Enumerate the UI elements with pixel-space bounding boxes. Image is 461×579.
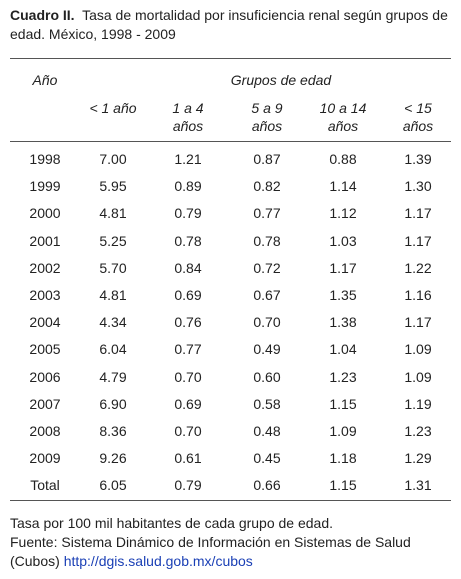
cell: 1.15 (329, 395, 357, 412)
row-label: 2009 (29, 450, 61, 467)
column-header: 1 a 4 años (172, 100, 204, 134)
cell: 0.76 (174, 314, 202, 331)
cell: 0.49 (253, 341, 281, 358)
cell: 1.03 (329, 232, 357, 249)
cell: 1.19 (404, 395, 432, 412)
cell: 0.70 (174, 423, 202, 439)
footnote: Tasa por 100 mil habitantes de cada grup… (10, 515, 334, 531)
row-label: 2006 (29, 368, 61, 385)
cell: 1.21 (174, 151, 202, 167)
cell: 0.72 (253, 259, 281, 276)
cell: 0.78 (253, 232, 281, 249)
column-header: < 1 año (89, 100, 137, 116)
cell: 1.09 (404, 368, 432, 385)
row-label: 2000 (29, 205, 61, 222)
cell: 1.22 (404, 259, 432, 276)
row-label: 1999 (29, 178, 61, 195)
cell: 1.17 (404, 205, 432, 222)
cell: 0.58 (253, 395, 281, 412)
cell: 1.38 (329, 314, 357, 331)
cell: 6.05 (99, 477, 127, 494)
cell: 5.25 (99, 232, 127, 249)
row-label: 2005 (29, 341, 61, 358)
cell: 0.77 (174, 341, 202, 358)
table-title: Tasa de mortalidad por insuficiencia ren… (10, 7, 448, 42)
column-header: 10 a 14 años (319, 100, 367, 134)
source-link[interactable]: http://dgis.salud.gob.mx/cubos (63, 553, 253, 569)
cell: 1.17 (404, 314, 432, 331)
cell: 1.15 (329, 477, 357, 494)
cell: 0.82 (253, 178, 281, 195)
column-header: 5 a 9 años (251, 100, 283, 134)
cell: 4.81 (99, 287, 127, 303)
cell: 0.67 (253, 287, 281, 303)
cell: 1.23 (329, 368, 357, 385)
title-block: Cuadro II. Tasa de mortalidad por insufi… (10, 6, 450, 44)
row-label: 2002 (29, 259, 61, 276)
cell: 0.70 (253, 314, 281, 331)
cell: 5.70 (99, 259, 127, 276)
cell: 0.89 (174, 178, 202, 195)
cell: 0.45 (253, 450, 281, 467)
cell: 1.09 (329, 423, 357, 439)
row-label: 1998 (29, 151, 61, 167)
cell: 0.79 (174, 477, 202, 494)
cell: 0.79 (174, 205, 202, 222)
rule (10, 141, 451, 142)
cell: 1.09 (404, 341, 432, 358)
row-label: 2008 (29, 423, 61, 439)
cell: 1.18 (329, 450, 357, 467)
cell: 6.04 (99, 341, 127, 358)
cell: 1.12 (329, 205, 357, 222)
cell: 0.70 (174, 368, 202, 385)
cell: 4.79 (99, 368, 127, 385)
cell: 1.17 (329, 259, 357, 276)
cell: 7.00 (99, 151, 127, 167)
group-header: Grupos de edad (230, 72, 332, 88)
cell: 0.87 (253, 151, 281, 167)
cell: 1.17 (404, 232, 432, 249)
cell: 6.90 (99, 395, 127, 412)
row-label: 2004 (29, 314, 61, 331)
cell: 0.69 (174, 395, 202, 412)
cell: 0.60 (253, 368, 281, 385)
row-label: Total (30, 477, 60, 494)
cell: 5.95 (99, 178, 127, 195)
cell: 1.31 (404, 477, 432, 494)
rule (10, 500, 451, 501)
row-label: 2007 (29, 395, 61, 412)
cell: 1.14 (329, 178, 357, 195)
footer: Tasa por 100 mil habitantes de cada grup… (10, 514, 455, 571)
cell: 8.36 (99, 423, 127, 439)
cell: 1.04 (329, 341, 357, 358)
cell: 1.39 (404, 151, 432, 167)
cell: 0.84 (174, 259, 202, 276)
cell: 0.78 (174, 232, 202, 249)
cell: 0.61 (174, 450, 202, 467)
cell: 4.34 (99, 314, 127, 331)
cell: 1.29 (404, 450, 432, 467)
cell: 0.77 (253, 205, 281, 222)
cell: 0.66 (253, 477, 281, 494)
cell: 0.88 (329, 151, 357, 167)
cell: 0.69 (174, 287, 202, 303)
cell: 1.16 (404, 287, 432, 303)
cell: 1.35 (329, 287, 357, 303)
column-header: < 15 años (402, 100, 434, 134)
cell: 4.81 (99, 205, 127, 222)
row-label: 2003 (29, 287, 61, 303)
cell: 0.48 (253, 423, 281, 439)
rule (10, 58, 451, 59)
table-label: Cuadro II. (10, 7, 75, 23)
row-label: 2001 (29, 232, 61, 249)
source: Fuente: Sistema Dinámico de Información … (10, 534, 411, 569)
year-header: Año (32, 72, 58, 88)
cell: 9.26 (99, 450, 127, 467)
cell: 1.23 (404, 423, 432, 439)
cell: 1.30 (404, 178, 432, 195)
